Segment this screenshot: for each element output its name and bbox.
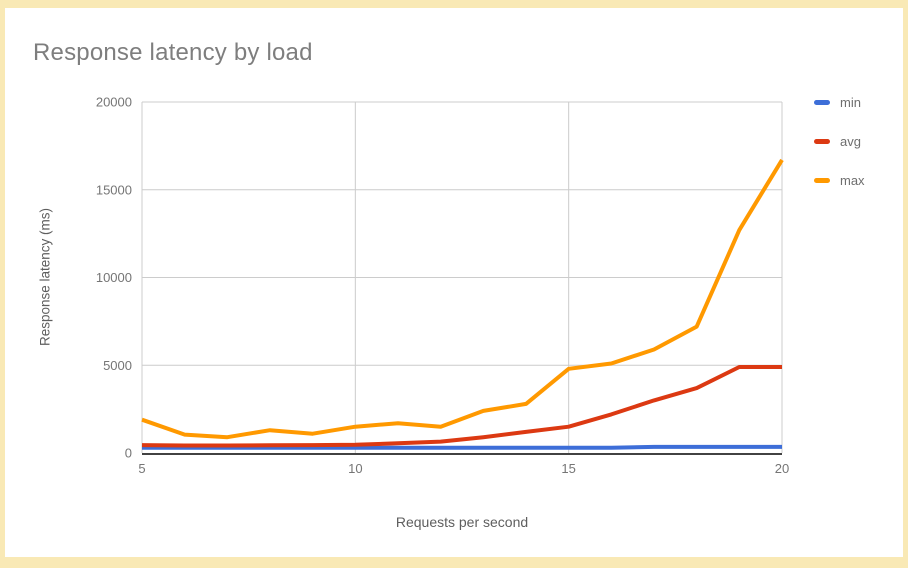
x-tick-label: 10 (348, 461, 362, 476)
chart-panel (5, 8, 903, 557)
x-axis-title: Requests per second (395, 514, 529, 530)
y-tick-label: 10000 (96, 270, 132, 285)
series-line-avg (141, 365, 782, 448)
legend-item-avg: avg (814, 134, 865, 149)
y-tick-label: 5000 (103, 358, 132, 373)
legend-swatch-max (814, 178, 830, 183)
legend-label-max: max (840, 173, 865, 188)
y-tick-label: 15000 (96, 182, 132, 197)
x-tick-label: 15 (561, 461, 575, 476)
y-axis-title: Response latency (ms) (37, 207, 53, 347)
y-tick-label: 20000 (96, 95, 132, 110)
legend: min avg max (814, 95, 865, 188)
y-tick-label: 0 (125, 446, 132, 461)
x-tick-label: 5 (138, 461, 145, 476)
legend-item-max: max (814, 173, 865, 188)
legend-label-min: min (840, 95, 861, 110)
chart-title: Response latency by load (33, 39, 313, 66)
x-tick-label: 20 (775, 461, 789, 476)
legend-label-avg: avg (840, 134, 861, 149)
legend-item-min: min (814, 95, 865, 110)
legend-swatch-min (814, 100, 830, 105)
series-line-min (142, 444, 782, 450)
series-line-max (141, 158, 784, 440)
legend-swatch-avg (814, 139, 830, 144)
